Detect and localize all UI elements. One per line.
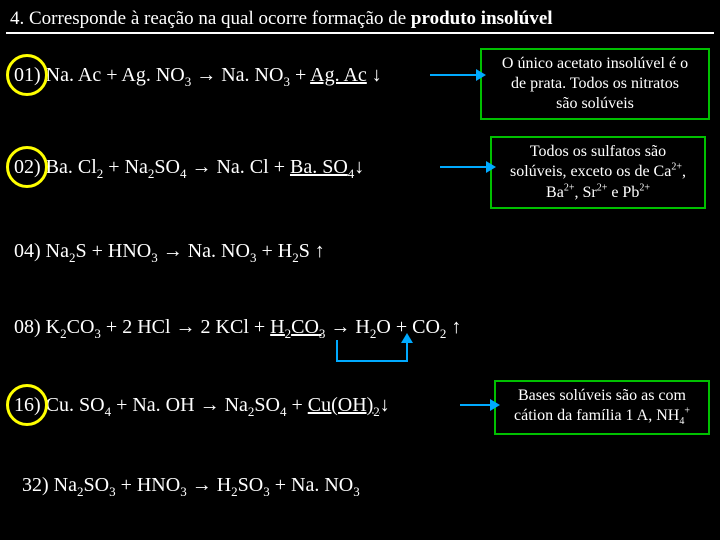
connector-arrow (460, 404, 492, 406)
reaction-equation: Na. Ac + Ag. NO3 → Na. NO3 + Ag. Ac ↓ (46, 64, 382, 86)
note-box-sulfate: Todos os sulfatos sãosolúveis, exceto os… (490, 136, 706, 209)
reaction-number: 08) (14, 316, 41, 338)
reaction-32: 32) Na2SO3 + HNO3 → H2SO3 + Na. NO3 (22, 474, 360, 500)
reaction-number: 04) (14, 240, 41, 262)
reaction-number: 32) (22, 474, 49, 496)
highlight-circle (6, 54, 48, 96)
connector-arrow (430, 74, 478, 76)
note-box-bases: Bases solúveis são as comcátion da famíl… (494, 380, 710, 435)
arrow-head-icon (476, 69, 486, 81)
reaction-equation: Cu. SO4 + Na. OH → Na2SO4 + Cu(OH)2↓ (46, 394, 390, 416)
arrow-head-icon (486, 161, 496, 173)
reaction-equation: Ba. Cl2 + Na2SO4 → Na. Cl + Ba. SO4↓ (46, 156, 365, 178)
header-bold: produto insolúvel (411, 8, 553, 29)
note-box-acetate: O único acetato insolúvel é ode prata. T… (480, 48, 710, 120)
note-text: Todos os sulfatos sãosolúveis, exceto os… (510, 143, 686, 201)
reaction-01: 01) Na. Ac + Ag. NO3 → Na. NO3 + Ag. Ac … (14, 64, 382, 90)
reaction-equation: Na2S + HNO3 → Na. NO3 + H2S ↑ (46, 240, 325, 262)
connector-arrow (336, 340, 338, 362)
connector-arrow (406, 340, 408, 362)
reaction-08: 08) K2CO3 + 2 HCl → 2 KCl + H2CO3 → H2O … (14, 316, 461, 342)
reaction-16: 16) Cu. SO4 + Na. OH → Na2SO4 + Cu(OH)2↓ (14, 394, 390, 420)
reaction-equation: K2CO3 + 2 HCl → 2 KCl + H2CO3 → H2O + CO… (46, 316, 462, 338)
connector-arrow (440, 166, 488, 168)
note-text: Bases solúveis são as comcátion da famíl… (514, 387, 690, 424)
reaction-04: 04) Na2S + HNO3 → Na. NO3 + H2S ↑ (14, 240, 325, 266)
question-header: 4. Corresponde à reação na qual ocorre f… (10, 8, 710, 30)
header-prefix: 4. Corresponde à reação na qual ocorre f… (10, 8, 411, 29)
reaction-equation: Na2SO3 + HNO3 → H2SO3 + Na. NO3 (54, 474, 360, 496)
note-text: O único acetato insolúvel é ode prata. T… (502, 55, 688, 112)
arrow-head-icon (401, 333, 413, 343)
highlight-circle (6, 384, 48, 426)
arrow-head-icon (490, 399, 500, 411)
header-underline (6, 32, 714, 34)
connector-arrow (336, 360, 406, 362)
highlight-circle (6, 146, 48, 188)
reaction-02: 02) Ba. Cl2 + Na2SO4 → Na. Cl + Ba. SO4↓ (14, 156, 364, 182)
